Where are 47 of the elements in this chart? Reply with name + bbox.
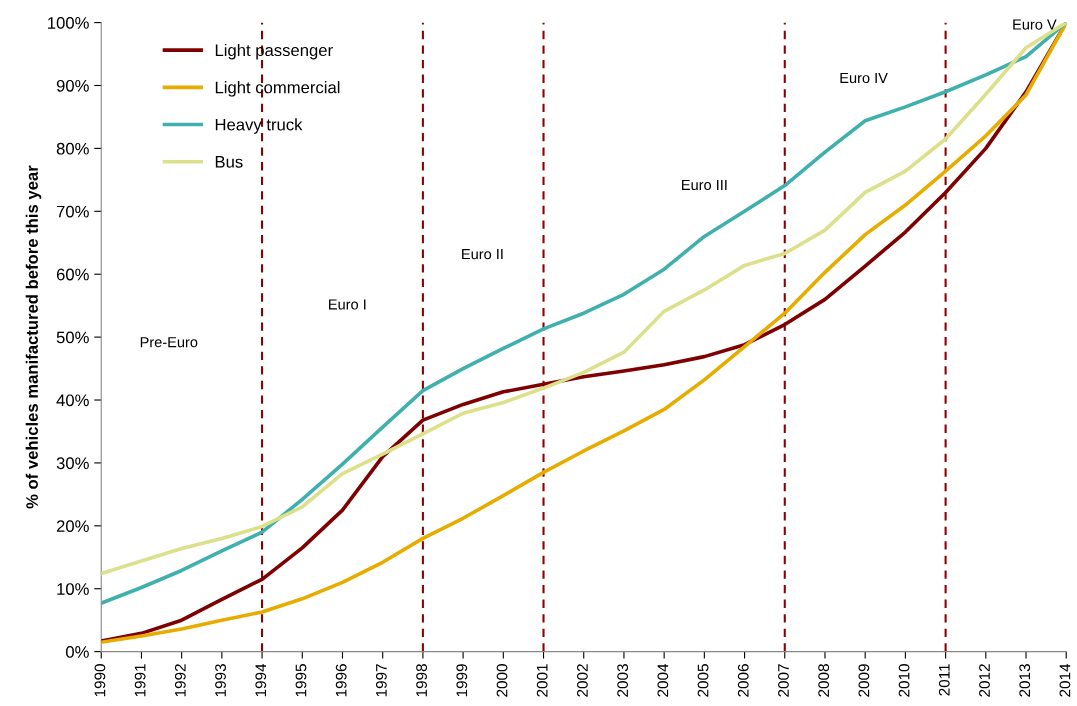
y-tick-label: 10% [57, 583, 89, 595]
x-tick-label: 2006 [737, 664, 749, 697]
x-tick-label: 2009 [858, 664, 870, 697]
y-tick-label: 50% [56, 331, 89, 344]
x-tick-label: 1995 [295, 664, 307, 697]
annotation: Euro II [462, 249, 503, 260]
x-tick-label: 1993 [215, 664, 226, 697]
y-tick-label: 60% [56, 268, 89, 281]
y-tick-label: 90% [56, 79, 89, 92]
y-tick-label: 0% [65, 646, 89, 658]
x-tick-label: 2010 [898, 664, 910, 697]
x-tick-label: 1998 [416, 664, 427, 697]
x-tick-label: 1996 [335, 664, 347, 697]
x-tick-label: 1994 [255, 663, 267, 697]
legend-label: Bus [215, 156, 243, 168]
x-tick-label: 1999 [456, 664, 468, 697]
y-tick-label: 30% [56, 457, 89, 470]
legend-label: Heavy truck [215, 118, 303, 134]
x-tick-label: 1991 [134, 664, 146, 697]
x-tick-label: 1997 [375, 664, 387, 697]
annotation: Euro V [1013, 19, 1057, 30]
x-tick-label: 2004 [657, 663, 669, 697]
x-tick-label: 2001 [536, 664, 548, 697]
x-tick-label: 2008 [818, 664, 830, 697]
annotation: Pre-Euro [140, 337, 198, 348]
y-tick-label: 80% [56, 142, 89, 155]
x-tick-label: 2007 [778, 664, 789, 697]
x-tick-label: 2013 [1019, 664, 1031, 697]
y-axis-title: % of vehicles manifactured before this year [25, 165, 42, 509]
annotation: Euro I [329, 299, 366, 310]
x-tick-label: 2005 [697, 664, 709, 697]
x-tick-label: 2012 [979, 664, 990, 697]
legend-label: Light passenger [215, 43, 333, 60]
y-tick-label: 70% [56, 205, 89, 218]
x-tick-label: 2011 [938, 664, 950, 696]
y-tick-label: 40% [56, 394, 89, 407]
x-tick-label: 2002 [577, 664, 588, 697]
legend-label: Light commercial [215, 81, 340, 97]
annotation: Euro IV [840, 72, 888, 84]
x-tick-label: 1992 [174, 664, 186, 697]
y-tick-label: 20% [56, 520, 89, 533]
x-tick-label: 1990 [94, 664, 106, 697]
y-tick-label: 100% [48, 16, 89, 29]
annotation: Euro III [682, 179, 727, 191]
x-tick-label: 2003 [617, 664, 629, 697]
x-tick-label: 2000 [496, 664, 508, 697]
x-tick-label: 2014 [1059, 663, 1071, 697]
